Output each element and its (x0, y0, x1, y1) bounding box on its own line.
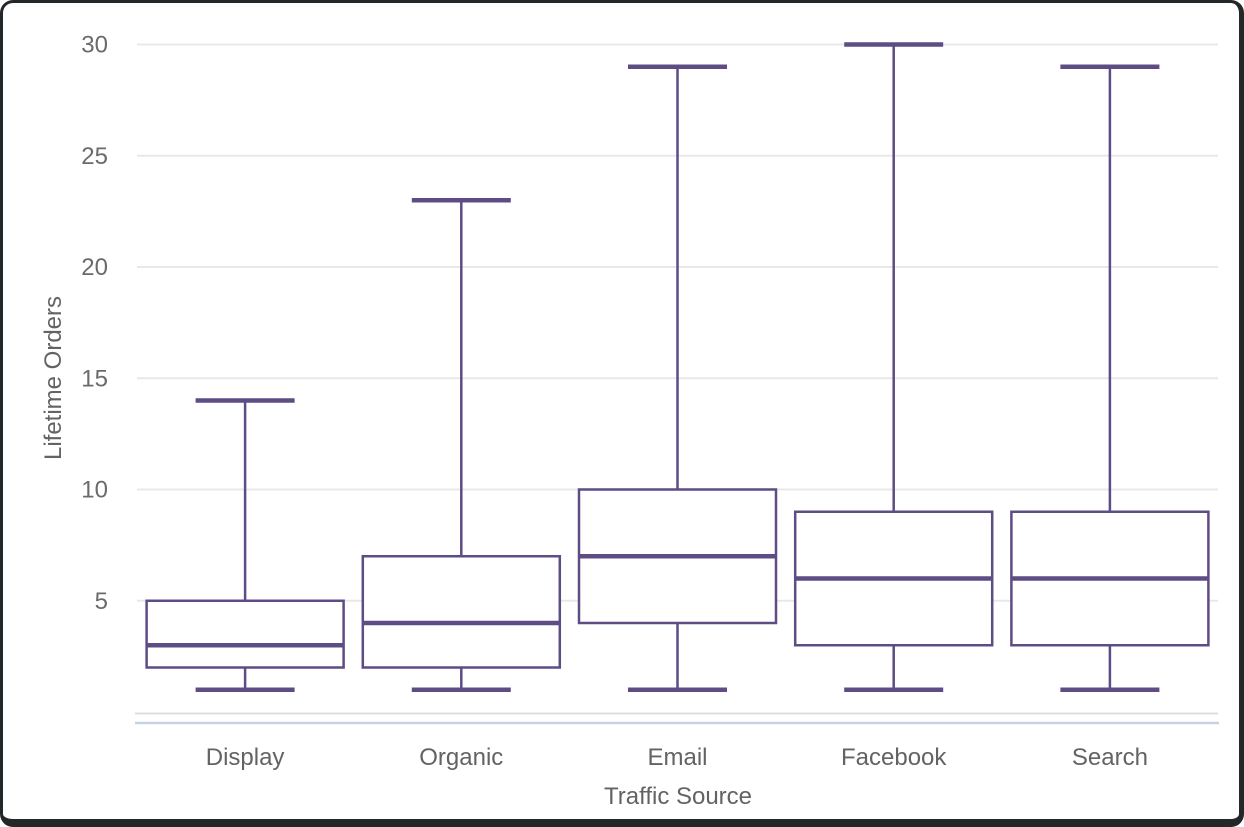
x-category-label-email: Email (647, 744, 707, 771)
y-tick-label-20: 20 (81, 254, 108, 281)
x-axis-title: Traffic Source (603, 783, 753, 810)
iqr-box-display (145, 599, 345, 669)
x-category-label-search: Search (1072, 744, 1148, 771)
y-axis-title: Lifetime Orders (40, 295, 67, 461)
y-tick-label-25: 25 (81, 143, 108, 170)
box-display[interactable] (145, 398, 345, 692)
x-category-label-facebook: Facebook (841, 744, 947, 771)
y-tick-label-30: 30 (81, 32, 108, 59)
box-email[interactable] (577, 64, 778, 692)
x-category-label-display: Display (206, 744, 285, 771)
box-organic[interactable] (361, 198, 562, 692)
box-search[interactable] (1010, 64, 1210, 692)
y-tick-label-10: 10 (81, 477, 108, 504)
x-category-label-organic: Organic (419, 744, 503, 771)
box-facebook[interactable] (793, 42, 994, 692)
iqr-box-organic (361, 555, 562, 669)
y-tick-label-15: 15 (81, 365, 108, 392)
y-tick-label-5: 5 (95, 588, 108, 615)
